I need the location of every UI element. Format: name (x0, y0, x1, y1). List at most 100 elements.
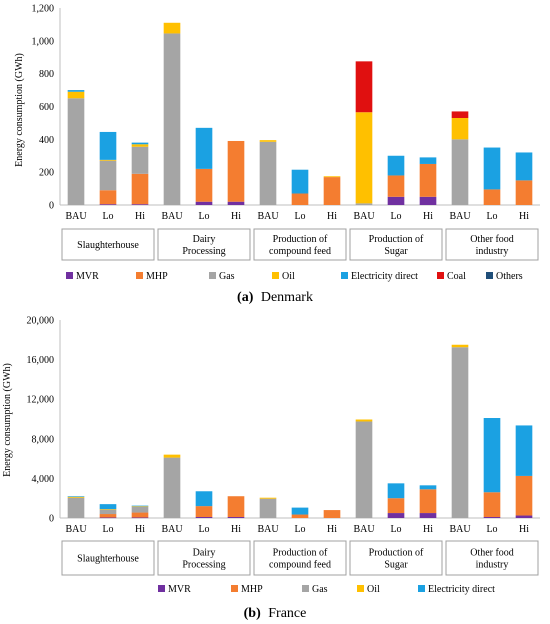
chart-caption: (a) Denmark (237, 290, 313, 305)
bar-segment-mhp (483, 492, 501, 518)
bar-segment-oil (259, 140, 277, 142)
group-label: Processing (182, 560, 225, 571)
group-label: Production of (273, 234, 328, 245)
group-label: compound feed (269, 246, 331, 257)
bar-segment-gas (99, 160, 117, 191)
bar-segment-oil (131, 144, 149, 147)
bar-segment-mvr (227, 201, 245, 205)
group-label: Slaughterhouse (77, 240, 139, 251)
x-tick-label: Lo (102, 524, 113, 535)
x-tick-label: BAU (65, 524, 87, 535)
bar-segment-mhp (195, 506, 213, 518)
group-label: Production of (273, 548, 328, 559)
group-label: Processing (182, 246, 225, 257)
bar-segment-mhp (131, 512, 149, 518)
x-tick-label: Lo (486, 211, 497, 222)
bar-segment-electricity-direct (387, 155, 405, 176)
bar-segment-electricity-direct (515, 152, 533, 181)
bar-segment-gas (451, 139, 469, 205)
legend-swatch-mhp (136, 272, 143, 279)
bar-segment-mvr (131, 204, 149, 205)
bar-segment-gas (259, 498, 277, 518)
bar-segment-mhp (99, 514, 117, 518)
y-axis-label: Energy consumption (GWh) (14, 53, 25, 167)
legend-swatch-others (486, 272, 493, 279)
legend-swatch-gas (302, 585, 309, 592)
y-tick-label: 12,000 (27, 395, 55, 406)
bar-segment-mhp (323, 177, 341, 205)
bar-segment-mhp (387, 498, 405, 514)
x-tick-label: Hi (423, 524, 433, 535)
group-box (445, 228, 539, 261)
x-tick-label: BAU (257, 211, 279, 222)
bar-segment-mvr (99, 517, 117, 519)
legend-swatch-mvr (66, 272, 73, 279)
group-box (61, 540, 155, 576)
bar-segment-mvr (195, 201, 213, 205)
legend-label-gas: Gas (312, 584, 328, 595)
bar-segment-electricity-direct (195, 127, 213, 169)
y-axis-label: Energy consumption (GWh) (2, 363, 13, 477)
y-tick-label: 200 (39, 168, 54, 179)
legend-label-coal: Coal (447, 271, 466, 282)
y-tick-label: 8,000 (32, 434, 55, 445)
legend-swatch-oil (272, 272, 279, 279)
legend-label-others: Others (496, 271, 523, 282)
group-box (349, 540, 443, 576)
bar-segment-electricity-direct (419, 157, 437, 164)
bar-segment-oil (131, 506, 149, 507)
bar-segment-coal (355, 61, 373, 113)
bar-segment-mvr (387, 196, 405, 205)
bar-segment-gas (131, 506, 149, 513)
bar-segment-mvr (131, 517, 149, 519)
legend-label-oil: Oil (282, 271, 295, 282)
legend-swatch-electricity-direct (341, 272, 348, 279)
bar-segment-electricity-direct (291, 169, 309, 194)
bar-segment-electricity-direct (387, 483, 405, 499)
bar-segment-gas (163, 457, 181, 518)
bar-segment-oil (163, 454, 181, 458)
chart-denmark: Energy consumption (GWh) (a) Denmark 0 20… (14, 4, 540, 305)
legend-label-oil: Oil (367, 584, 380, 595)
x-tick-label: Lo (102, 211, 113, 222)
y-tick-label: 1,000 (32, 36, 55, 47)
group-box (445, 540, 539, 576)
legend-swatch-gas (209, 272, 216, 279)
legend-swatch-mhp (231, 585, 238, 592)
legend-swatch-oil (357, 585, 364, 592)
bar-segment-mvr (387, 513, 405, 518)
group-box (349, 228, 443, 261)
bar-segment-mhp (387, 175, 405, 197)
bar-segment-oil (259, 497, 277, 499)
bar-segment-electricity-direct (99, 504, 117, 510)
x-tick-label: Hi (135, 524, 145, 535)
group-label: Production of (369, 234, 424, 245)
bar-segment-mvr (419, 513, 437, 518)
bar-segment-mhp (419, 489, 437, 514)
bar-segment-oil (99, 159, 117, 161)
bar-segment-mvr (515, 515, 533, 518)
bar-segment-mhp (195, 168, 213, 202)
legend-swatch-electricity-direct (418, 585, 425, 592)
group-label: Other food (470, 234, 514, 245)
bar-segment-mvr (483, 517, 501, 518)
bar-segment-electricity-direct (291, 507, 309, 515)
x-tick-label: Hi (327, 211, 337, 222)
legend-label-electricity-direct: Electricity direct (351, 271, 418, 282)
bar-segment-oil (451, 117, 469, 140)
bar-segment-gas (355, 421, 373, 518)
x-tick-label: BAU (353, 524, 375, 535)
y-tick-label: 0 (49, 514, 54, 525)
bar-segment-electricity-direct (483, 418, 501, 493)
x-tick-label: Lo (390, 524, 401, 535)
legend-label-mvr: MVR (76, 271, 99, 282)
x-tick-label: Hi (231, 524, 241, 535)
bar-segment-oil (323, 176, 341, 178)
y-tick-label: 20,000 (27, 316, 55, 327)
x-tick-label: Lo (486, 524, 497, 535)
bar-segment-electricity-direct (131, 505, 149, 507)
group-label: Other food (470, 548, 514, 559)
group-box (253, 540, 347, 576)
legend-swatch-mvr (158, 585, 165, 592)
group-label: Production of (369, 548, 424, 559)
